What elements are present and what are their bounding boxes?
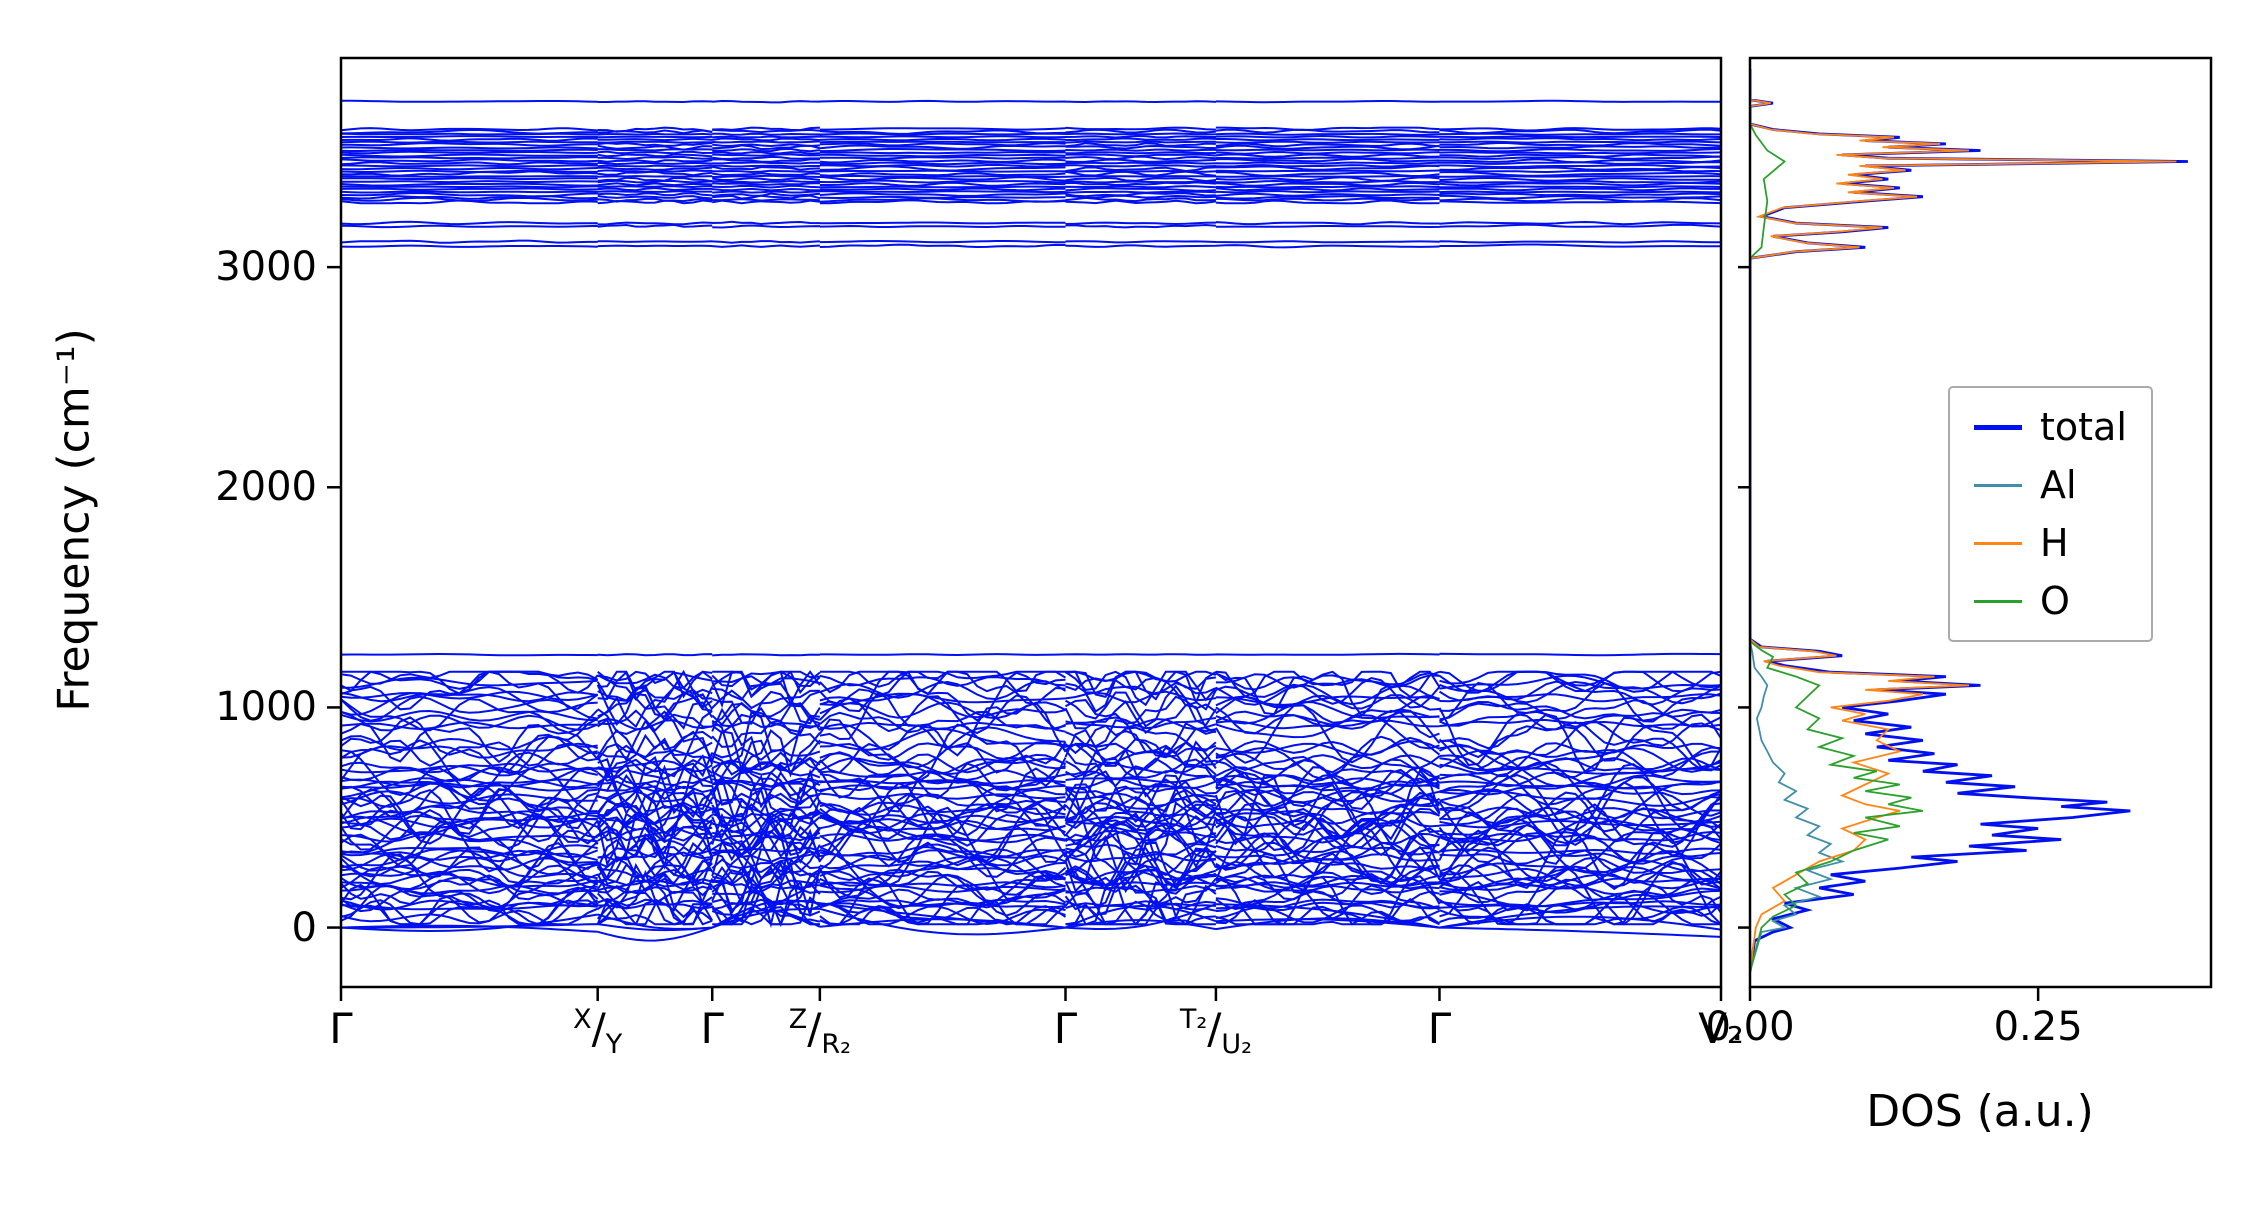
dos-x-tick-label: 0.00 <box>1705 1004 1795 1050</box>
kpoint-label-part: Z <box>788 1004 808 1035</box>
legend-entry-H: H <box>1974 516 2127 570</box>
axes <box>327 56 2213 1001</box>
y-tick-label: 1000 <box>215 684 317 731</box>
frequency-axis-label: Frequency (cm⁻¹) <box>48 328 100 712</box>
kpoint-label: Γ <box>701 1004 724 1053</box>
dos-curves <box>1750 69 2188 972</box>
y-tick-label: 3000 <box>215 244 317 291</box>
kpoint-label-part: T₂ <box>1179 1004 1208 1035</box>
band-lines <box>341 99 1721 942</box>
y-tick-label: 2000 <box>215 464 317 511</box>
dos-legend: total Al H O <box>1948 386 2153 642</box>
legend-label: Al <box>2040 463 2077 507</box>
kpoint-label-part: / <box>1207 1004 1222 1053</box>
kpoint-label-part: U₂ <box>1221 1029 1252 1060</box>
kpoint-label: T₂/U₂ <box>1179 1004 1252 1060</box>
dos-axis-label: DOS (a.u.) <box>1866 1086 2094 1137</box>
legend-entry-O: O <box>1974 574 2127 628</box>
legend-label: total <box>2040 405 2127 449</box>
legend-line-swatch <box>1974 483 2022 487</box>
kpoint-label-part: Γ <box>700 1004 724 1053</box>
legend-label: H <box>2040 521 2069 565</box>
dos-series-O <box>1750 69 1924 972</box>
dos-x-tick-label: 0.25 <box>1993 1004 2083 1050</box>
dos-series-Al <box>1750 69 1846 972</box>
kpoint-label-part: / <box>807 1004 822 1053</box>
kpoint-label-part: Γ <box>329 1004 353 1053</box>
kpoint-label-part: / <box>591 1004 606 1053</box>
y-tick-label: 0 <box>291 904 317 951</box>
legend-line-swatch <box>1974 599 2022 603</box>
kpoint-label: Γ <box>1428 1004 1451 1053</box>
kpoint-label-part: V₂ <box>1698 1004 1744 1053</box>
legend-line-swatch <box>1974 541 2022 545</box>
legend-label: O <box>2040 579 2070 623</box>
kpoint-label: V₂ <box>1698 1004 1744 1053</box>
legend-entry-Al: Al <box>1974 458 2127 512</box>
legend-entry-total: total <box>1974 400 2127 454</box>
kpoint-label-part: Y <box>605 1029 623 1060</box>
kpoint-label: X/Y <box>573 1004 622 1060</box>
dos-series-H <box>1750 69 2177 972</box>
kpoint-label-part: R₂ <box>821 1029 851 1060</box>
kpoint-label: Γ <box>329 1004 352 1053</box>
kpoint-label: Z/R₂ <box>788 1004 851 1060</box>
legend-line-swatch <box>1974 424 2022 430</box>
kpoint-label-part: Γ <box>1053 1004 1078 1053</box>
kpoint-label: Γ <box>1054 1004 1077 1053</box>
kpoint-label-part: X <box>573 1004 592 1035</box>
kpoint-label-part: Γ <box>1427 1004 1452 1053</box>
